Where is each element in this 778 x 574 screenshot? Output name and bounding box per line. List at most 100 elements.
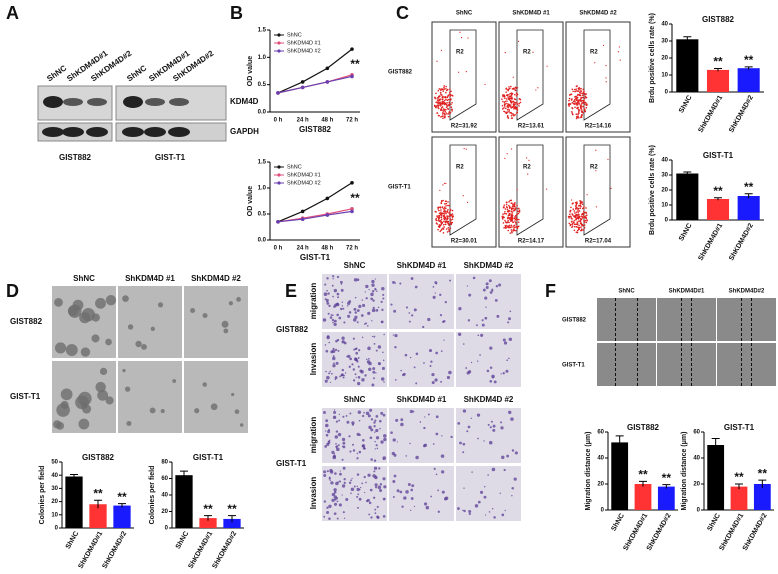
cell	[485, 306, 487, 308]
cell	[503, 468, 506, 472]
cell	[500, 426, 504, 430]
y-tick-label: 40	[161, 493, 168, 499]
cell	[326, 301, 330, 305]
cell	[326, 375, 330, 380]
event	[578, 205, 580, 207]
event	[437, 107, 440, 110]
x-tick-label: ShNC	[175, 530, 191, 550]
event	[440, 224, 442, 226]
event	[581, 203, 584, 205]
cell	[356, 452, 359, 455]
cell	[390, 431, 393, 434]
event	[575, 204, 577, 206]
event	[574, 212, 576, 214]
event	[460, 36, 463, 39]
cell	[491, 289, 494, 292]
cell	[362, 446, 366, 450]
flow-plot	[498, 21, 564, 133]
event	[584, 93, 586, 96]
cell	[487, 474, 489, 476]
event	[443, 88, 445, 90]
event	[440, 108, 443, 111]
cell	[415, 455, 419, 460]
cell	[331, 349, 336, 353]
cell	[361, 444, 366, 448]
event	[510, 85, 512, 88]
cell	[347, 314, 351, 318]
y-tick-label: 50	[51, 460, 58, 466]
event	[451, 108, 453, 111]
point	[350, 209, 354, 214]
cell	[356, 360, 359, 363]
cell	[333, 502, 338, 506]
cell	[508, 337, 513, 342]
x-tick-label: ShKDM4D#1	[697, 222, 724, 262]
cell	[357, 357, 360, 359]
cell	[413, 366, 416, 369]
event	[518, 211, 521, 213]
colony	[149, 407, 156, 414]
event	[450, 221, 452, 223]
event	[436, 97, 439, 99]
cell	[440, 454, 445, 458]
cell	[450, 435, 453, 439]
x-tick-label: ShNC	[610, 512, 626, 532]
colony	[54, 297, 63, 307]
event	[575, 115, 578, 118]
cell	[335, 443, 337, 445]
column-header: ShNC	[344, 395, 366, 404]
colony	[172, 379, 177, 383]
cell	[368, 367, 372, 371]
panel-label: A	[6, 3, 19, 23]
event	[546, 188, 548, 190]
event	[443, 209, 446, 212]
cell	[493, 380, 497, 384]
cell	[354, 315, 358, 319]
cell	[383, 434, 387, 438]
event	[519, 101, 522, 104]
cell	[335, 361, 339, 365]
colony	[141, 343, 147, 350]
column-header: ShKDM4D #2	[464, 395, 514, 404]
cell	[506, 454, 510, 458]
cell	[440, 350, 443, 352]
point	[300, 80, 305, 84]
event	[438, 224, 441, 226]
cell	[441, 470, 445, 474]
event	[443, 85, 446, 87]
cell	[349, 450, 352, 453]
cell	[353, 307, 357, 311]
x-tick-label: 24 h	[297, 118, 309, 124]
event	[576, 201, 578, 203]
cell	[492, 428, 496, 432]
colony	[56, 403, 70, 417]
cell	[377, 485, 382, 490]
chart-title: GIST882	[299, 125, 332, 134]
cell	[485, 286, 489, 290]
cell	[336, 447, 340, 452]
cell	[374, 287, 377, 290]
cell	[342, 415, 345, 418]
event	[576, 229, 579, 232]
y-axis-label: OD value	[247, 56, 254, 86]
cell	[379, 489, 383, 493]
event	[575, 85, 578, 88]
event	[505, 91, 507, 93]
bar	[730, 486, 748, 510]
cell	[358, 419, 361, 422]
event	[507, 214, 510, 217]
colony	[160, 409, 165, 414]
event	[580, 226, 582, 228]
gate-label: R2	[523, 165, 531, 171]
event	[580, 200, 582, 203]
micrograph	[456, 466, 521, 521]
cell	[465, 367, 468, 369]
micrograph	[717, 343, 776, 386]
cell	[415, 382, 418, 385]
event	[444, 115, 446, 117]
micrograph	[597, 343, 656, 386]
event	[450, 219, 452, 221]
event	[512, 88, 514, 90]
cell	[444, 496, 449, 500]
event	[509, 92, 512, 95]
